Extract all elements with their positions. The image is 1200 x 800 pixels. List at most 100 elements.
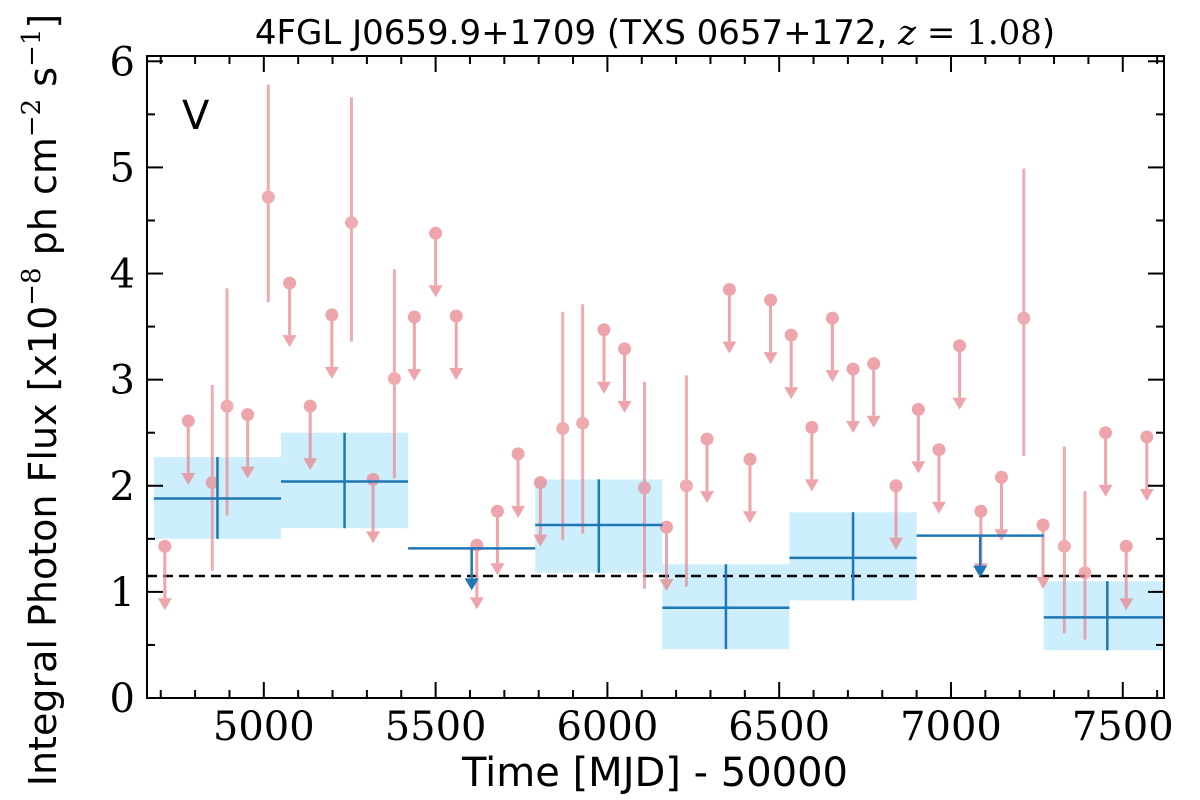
short-bin-marker xyxy=(261,190,275,204)
upper-limit-arrowhead xyxy=(931,501,946,514)
upper-limit-marker xyxy=(181,414,195,428)
upper-limit-arrowhead xyxy=(825,370,840,383)
upper-limit-marker xyxy=(784,328,798,342)
short-bin-marker xyxy=(556,421,570,435)
long-bin-point xyxy=(153,457,281,539)
upper-limit-marker xyxy=(867,357,881,371)
y-tick-label: 6 xyxy=(110,39,135,85)
upper-limit-marker xyxy=(429,226,443,240)
upper-limit-marker xyxy=(283,276,297,290)
upper-limit-marker xyxy=(618,342,632,356)
upper-limit-marker xyxy=(1036,518,1050,532)
short-bin-upper-limit xyxy=(324,308,339,379)
upper-limit-marker xyxy=(994,470,1008,484)
short-bin-upper-limit xyxy=(952,339,967,410)
upper-limit-arrowhead xyxy=(449,367,464,380)
upper-limit-arrowhead xyxy=(366,531,381,544)
upper-limit-marker xyxy=(533,476,547,490)
short-bin-point xyxy=(387,269,401,479)
long-bin-upper-limit xyxy=(408,547,536,591)
upper-limit-arrowhead xyxy=(952,397,967,410)
long-bin-ul-arrowhead xyxy=(973,565,988,578)
upper-limit-marker xyxy=(597,323,611,337)
x-tick-label: 5000 xyxy=(213,704,315,750)
short-bin-point xyxy=(261,84,275,303)
x-tick-label: 5500 xyxy=(385,704,487,750)
long-bin-point xyxy=(662,564,790,650)
short-bin-marker xyxy=(205,476,219,490)
x-tick-label: 6000 xyxy=(557,704,659,750)
upper-limit-marker xyxy=(700,432,714,446)
upper-limit-arrowhead xyxy=(240,466,255,479)
upper-limit-marker xyxy=(1140,430,1154,444)
short-bin-marker xyxy=(1078,566,1092,580)
x-tick-label: 7000 xyxy=(900,704,1002,750)
upper-limit-marker xyxy=(490,504,504,518)
long-bin-point xyxy=(789,512,917,601)
upper-limit-arrowhead xyxy=(596,381,611,394)
upper-limit-marker xyxy=(932,443,946,457)
upper-limit-arrowhead xyxy=(282,335,297,348)
short-bin-marker xyxy=(344,216,358,230)
short-bin-marker xyxy=(1057,539,1071,553)
short-bin-upper-limit xyxy=(722,282,737,354)
upper-limit-arrowhead xyxy=(533,534,548,547)
upper-limit-arrowhead xyxy=(784,387,799,400)
upper-limit-marker xyxy=(743,452,757,466)
upper-limit-arrowhead xyxy=(911,461,926,474)
upper-limit-marker xyxy=(303,399,317,413)
short-bin-point xyxy=(556,311,570,540)
upper-limit-marker xyxy=(449,309,463,323)
upper-limit-arrowhead xyxy=(1036,577,1051,590)
upper-limit-marker xyxy=(825,311,839,325)
upper-limit-arrowhead xyxy=(1119,598,1134,611)
upper-limit-marker xyxy=(325,308,339,322)
short-bin-upper-limit xyxy=(825,311,840,383)
short-bin-upper-limit xyxy=(428,226,443,298)
short-bin-upper-limit xyxy=(742,452,757,524)
y-tick-label: 0 xyxy=(110,676,135,722)
short-bin-marker xyxy=(638,481,652,495)
long-bin-bands xyxy=(153,432,1164,651)
short-bin-point xyxy=(1078,491,1092,640)
short-bin-upper-limit xyxy=(659,520,674,592)
upper-limit-marker xyxy=(659,520,673,534)
short-bin-point xyxy=(344,97,358,342)
upper-limit-marker xyxy=(764,293,778,307)
y-tick-label: 1 xyxy=(110,570,135,616)
plot-frame xyxy=(146,55,1165,699)
upper-limit-arrowhead xyxy=(1098,484,1113,497)
upper-limit-arrowhead xyxy=(889,537,904,550)
short-bin-upper-limit xyxy=(804,420,819,492)
upper-limit-arrowhead xyxy=(722,341,737,354)
short-bin-upper-limit xyxy=(596,323,611,394)
short-bin-upper-limit xyxy=(1036,518,1051,590)
short-bin-point xyxy=(205,384,219,571)
short-bin-upper-limit xyxy=(994,470,1009,542)
short-bin-series xyxy=(157,84,1154,640)
short-bin-marker xyxy=(576,416,590,430)
short-bin-point xyxy=(638,381,652,589)
upper-limit-arrowhead xyxy=(157,598,172,611)
upper-limit-marker xyxy=(407,310,421,324)
upper-limit-arrowhead xyxy=(700,491,715,504)
upper-limit-marker xyxy=(241,408,255,422)
short-bin-upper-limit xyxy=(157,539,172,611)
y-tick-label: 4 xyxy=(110,252,135,298)
long-bin-ul-arrowhead xyxy=(464,578,479,591)
upper-limit-arrowhead xyxy=(324,366,339,379)
long-bin-point xyxy=(1043,581,1164,651)
upper-limit-arrowhead xyxy=(511,505,526,518)
short-bin-marker xyxy=(1017,311,1031,325)
short-bin-upper-limit xyxy=(303,399,318,471)
upper-limit-marker xyxy=(846,362,860,376)
short-bin-upper-limit xyxy=(931,443,946,514)
short-bin-upper-limit xyxy=(617,342,632,413)
short-bin-upper-limit xyxy=(511,447,526,518)
upper-limit-marker xyxy=(805,420,819,434)
upper-limit-arrowhead xyxy=(866,415,881,428)
upper-limit-arrowhead xyxy=(303,458,318,471)
y-axis-label: Integral Photon Flux [x10−8 ph cm−2 s−1] xyxy=(17,14,65,787)
upper-limit-arrowhead xyxy=(407,369,422,382)
y-tick-label: 2 xyxy=(110,464,135,510)
